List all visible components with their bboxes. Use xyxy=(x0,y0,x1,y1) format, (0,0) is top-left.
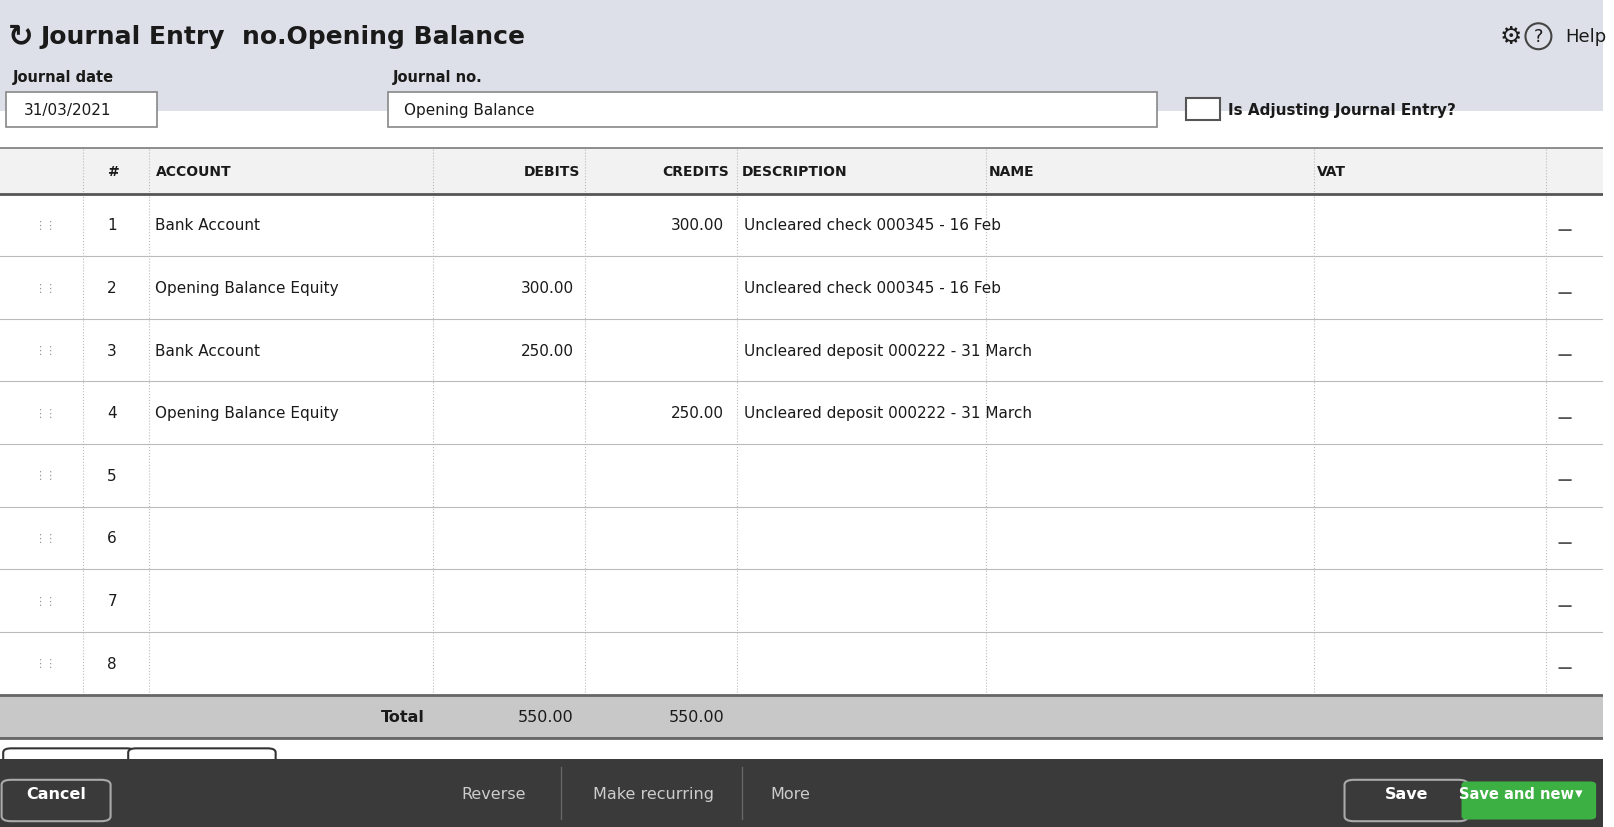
Text: Opening Balance Equity: Opening Balance Equity xyxy=(155,280,339,295)
Text: ⋮⋮: ⋮⋮ xyxy=(34,471,56,480)
Text: ⋮⋮: ⋮⋮ xyxy=(34,596,56,606)
Text: 6: 6 xyxy=(107,531,116,546)
Text: Uncleared check 000345 - 16 Feb: Uncleared check 000345 - 16 Feb xyxy=(742,280,1001,295)
FancyBboxPatch shape xyxy=(387,93,1156,128)
Text: Add lines: Add lines xyxy=(32,758,105,772)
Text: 250.00: 250.00 xyxy=(520,343,573,358)
Text: ⚊: ⚊ xyxy=(1554,342,1570,360)
Text: ⋮⋮: ⋮⋮ xyxy=(34,533,56,543)
Text: 550.00: 550.00 xyxy=(668,709,725,724)
Text: Reverse: Reverse xyxy=(462,786,526,801)
Bar xyxy=(0,149,1601,194)
Text: Journal Entry  no.Opening Balance: Journal Entry no.Opening Balance xyxy=(40,26,525,49)
FancyBboxPatch shape xyxy=(3,748,134,782)
Text: 300.00: 300.00 xyxy=(520,280,573,295)
Text: Journal no.: Journal no. xyxy=(392,70,483,85)
Text: 8: 8 xyxy=(107,656,116,671)
Text: ⚙: ⚙ xyxy=(1499,26,1522,49)
Text: 300.00: 300.00 xyxy=(671,218,725,233)
Bar xyxy=(0,0,1601,112)
Text: ⚊: ⚊ xyxy=(1554,404,1570,423)
FancyBboxPatch shape xyxy=(128,748,276,782)
Text: 31/03/2021: 31/03/2021 xyxy=(24,103,111,118)
Text: Bank Account: Bank Account xyxy=(155,218,260,233)
Text: Bank Account: Bank Account xyxy=(155,343,260,358)
Text: ⚊: ⚊ xyxy=(1554,466,1570,485)
Text: 5: 5 xyxy=(107,468,116,483)
Text: #: # xyxy=(108,165,119,179)
Bar xyxy=(0,759,1601,827)
Text: ⚊: ⚊ xyxy=(1554,280,1570,297)
Text: ⋮⋮: ⋮⋮ xyxy=(34,409,56,418)
Text: Journal date: Journal date xyxy=(13,70,115,85)
Text: Opening Balance Equity: Opening Balance Equity xyxy=(155,406,339,421)
Text: More: More xyxy=(770,786,810,801)
Text: 1: 1 xyxy=(107,218,116,233)
Text: Clear all lines: Clear all lines xyxy=(148,758,255,772)
Text: ⚊: ⚊ xyxy=(1554,654,1570,672)
Text: ⚊: ⚊ xyxy=(1554,529,1570,547)
Text: Help: Help xyxy=(1564,28,1606,46)
Text: ⋮⋮: ⋮⋮ xyxy=(34,346,56,356)
FancyBboxPatch shape xyxy=(1185,99,1219,121)
Text: CREDITS: CREDITS xyxy=(662,165,728,179)
FancyBboxPatch shape xyxy=(1461,782,1595,820)
Text: Save and new: Save and new xyxy=(1457,786,1572,801)
Text: Opening Balance: Opening Balance xyxy=(404,103,534,118)
Text: ⋮⋮: ⋮⋮ xyxy=(34,221,56,231)
Text: DESCRIPTION: DESCRIPTION xyxy=(741,165,847,179)
Text: Is Adjusting Journal Entry?: Is Adjusting Journal Entry? xyxy=(1227,103,1454,117)
Text: ACCOUNT: ACCOUNT xyxy=(155,165,231,179)
Text: Uncleared deposit 000222 - 31 March: Uncleared deposit 000222 - 31 March xyxy=(742,343,1031,358)
Text: Make recurring: Make recurring xyxy=(592,786,713,801)
FancyBboxPatch shape xyxy=(6,93,157,128)
Text: Total: Total xyxy=(381,709,424,724)
Text: Uncleared check 000345 - 16 Feb: Uncleared check 000345 - 16 Feb xyxy=(742,218,1001,233)
Text: Cancel: Cancel xyxy=(26,786,86,801)
Text: ⚊: ⚊ xyxy=(1554,592,1570,609)
Text: ▾: ▾ xyxy=(1574,786,1582,801)
FancyBboxPatch shape xyxy=(1344,780,1467,821)
Text: 7: 7 xyxy=(107,594,116,609)
Text: DEBITS: DEBITS xyxy=(523,165,579,179)
FancyBboxPatch shape xyxy=(2,780,110,821)
Text: NAME: NAME xyxy=(988,165,1033,179)
Text: VAT: VAT xyxy=(1317,165,1346,179)
Text: Uncleared deposit 000222 - 31 March: Uncleared deposit 000222 - 31 March xyxy=(742,406,1031,421)
Text: ⋮⋮: ⋮⋮ xyxy=(34,658,56,668)
Text: 4: 4 xyxy=(107,406,116,421)
Text: ↻: ↻ xyxy=(8,22,34,52)
Bar xyxy=(0,695,1601,738)
Text: 250.00: 250.00 xyxy=(671,406,725,421)
Bar xyxy=(0,149,1601,738)
Text: 2: 2 xyxy=(107,280,116,295)
Text: Save: Save xyxy=(1385,786,1428,801)
Text: 3: 3 xyxy=(107,343,116,358)
Text: ?: ? xyxy=(1533,28,1543,46)
Text: Memo: Memo xyxy=(11,783,63,798)
Text: ⚊: ⚊ xyxy=(1554,217,1570,235)
Text: ⋮⋮: ⋮⋮ xyxy=(34,283,56,293)
Text: 550.00: 550.00 xyxy=(518,709,573,724)
